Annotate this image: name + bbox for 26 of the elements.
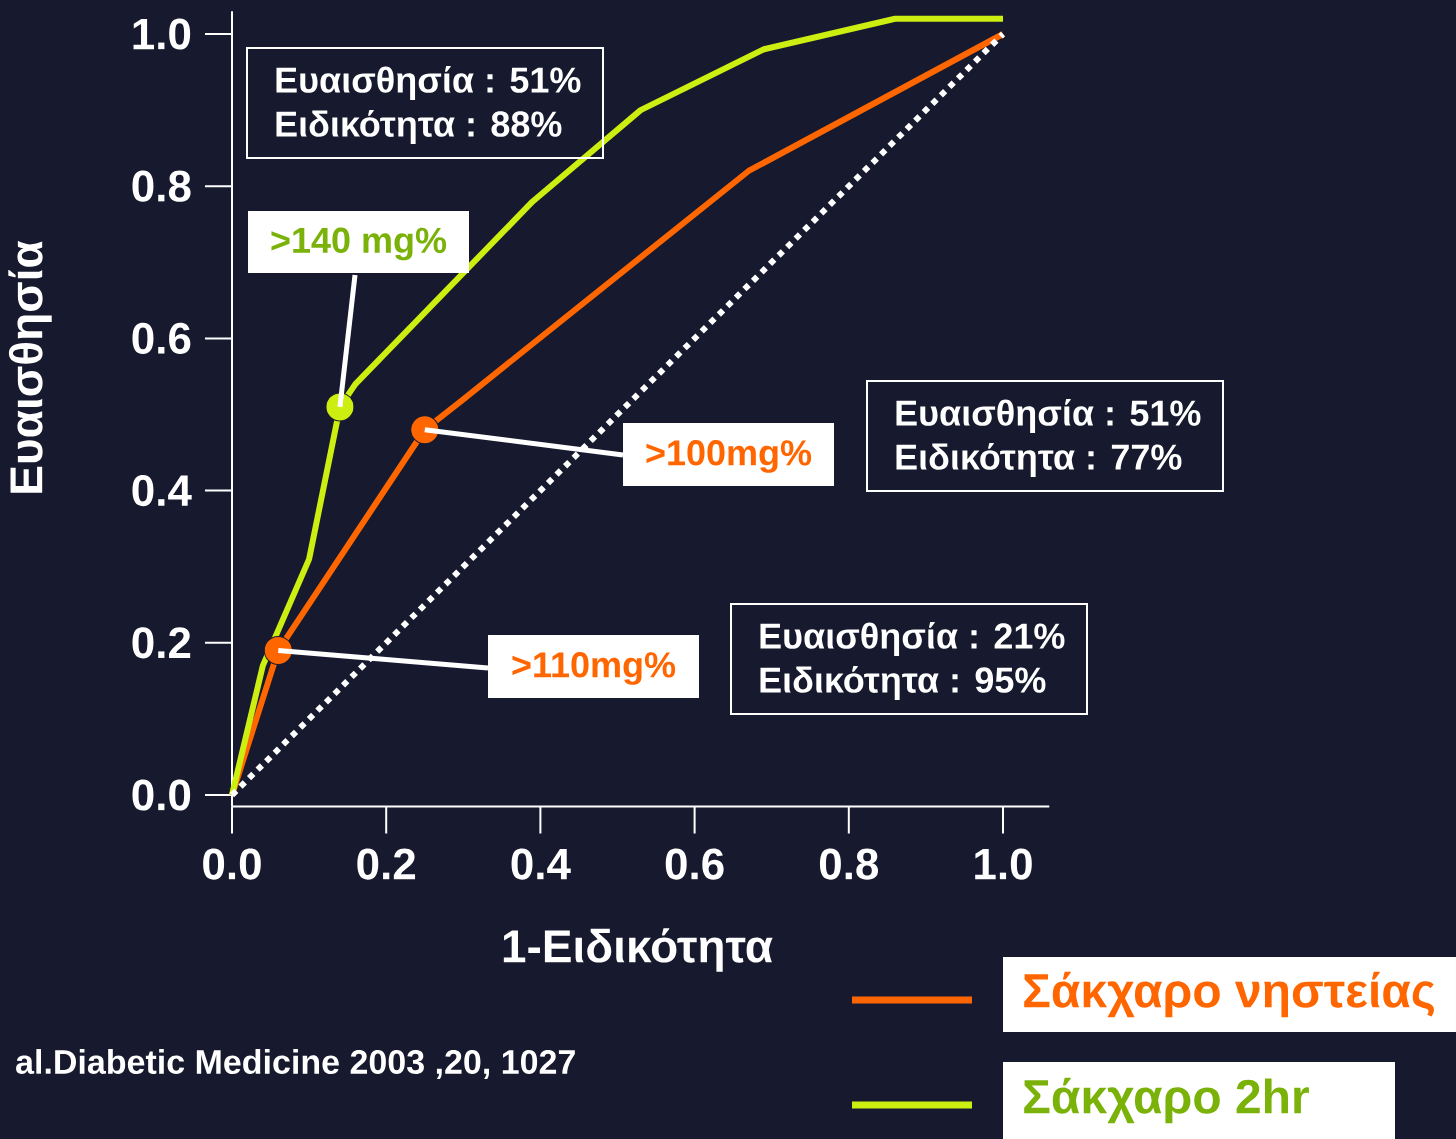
x-tick-label: 0.8 <box>819 848 879 880</box>
y-tick-label: 0.2 <box>132 627 191 659</box>
annotation: Ευαισθησία : 21% <box>760 622 1065 656</box>
annotation: Ειδικότητα : 95% <box>760 666 1046 700</box>
annotation: Ειδικότητα : 88% <box>276 110 562 144</box>
x-tick-label: 1.0 <box>975 848 1032 880</box>
annotation: >110mg% <box>512 652 676 685</box>
annotation: Ευαισθησία : 51% <box>896 399 1201 433</box>
x-tick-label: 0.2 <box>357 848 416 880</box>
annotation: Ευαισθησία : 51% <box>276 66 581 100</box>
x-tick-label: 0.0 <box>203 848 261 880</box>
y-axis-title: Ευαισθησία <box>8 240 52 493</box>
text: al.Diabetic Medicine 2003 ,20, 1027 <box>16 1049 575 1079</box>
x-tick-label: 0.6 <box>665 848 724 880</box>
x-tick-label: 0.4 <box>511 848 571 880</box>
y-tick-label: 0.8 <box>132 170 191 202</box>
y-tick-label: 1.0 <box>133 18 191 50</box>
y-tick-label: 0.4 <box>132 475 192 507</box>
annotation: Ειδικότητα : 77% <box>896 443 1182 477</box>
annotation: >100mg% <box>646 440 812 473</box>
y-tick-label: 0.0 <box>132 779 191 811</box>
x-axis-title: 1-Ειδικότητα <box>503 928 773 972</box>
legend-label: Σάκχαρο νηστείας <box>1024 971 1434 1018</box>
y-tick-label: 0.6 <box>132 322 191 354</box>
legend-label: Σάκχαρο 2hr <box>1024 1077 1309 1124</box>
annotation: >140 mg% <box>271 227 447 261</box>
